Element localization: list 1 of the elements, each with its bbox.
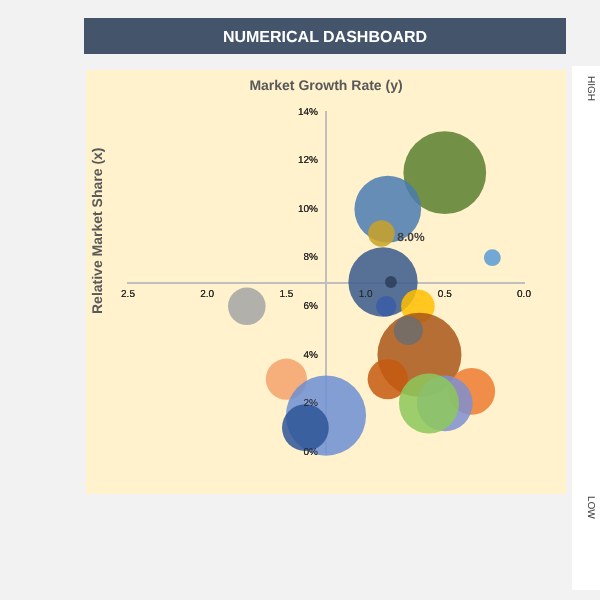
chart-title: NUMERICAL DASHBOARD [84,18,566,54]
